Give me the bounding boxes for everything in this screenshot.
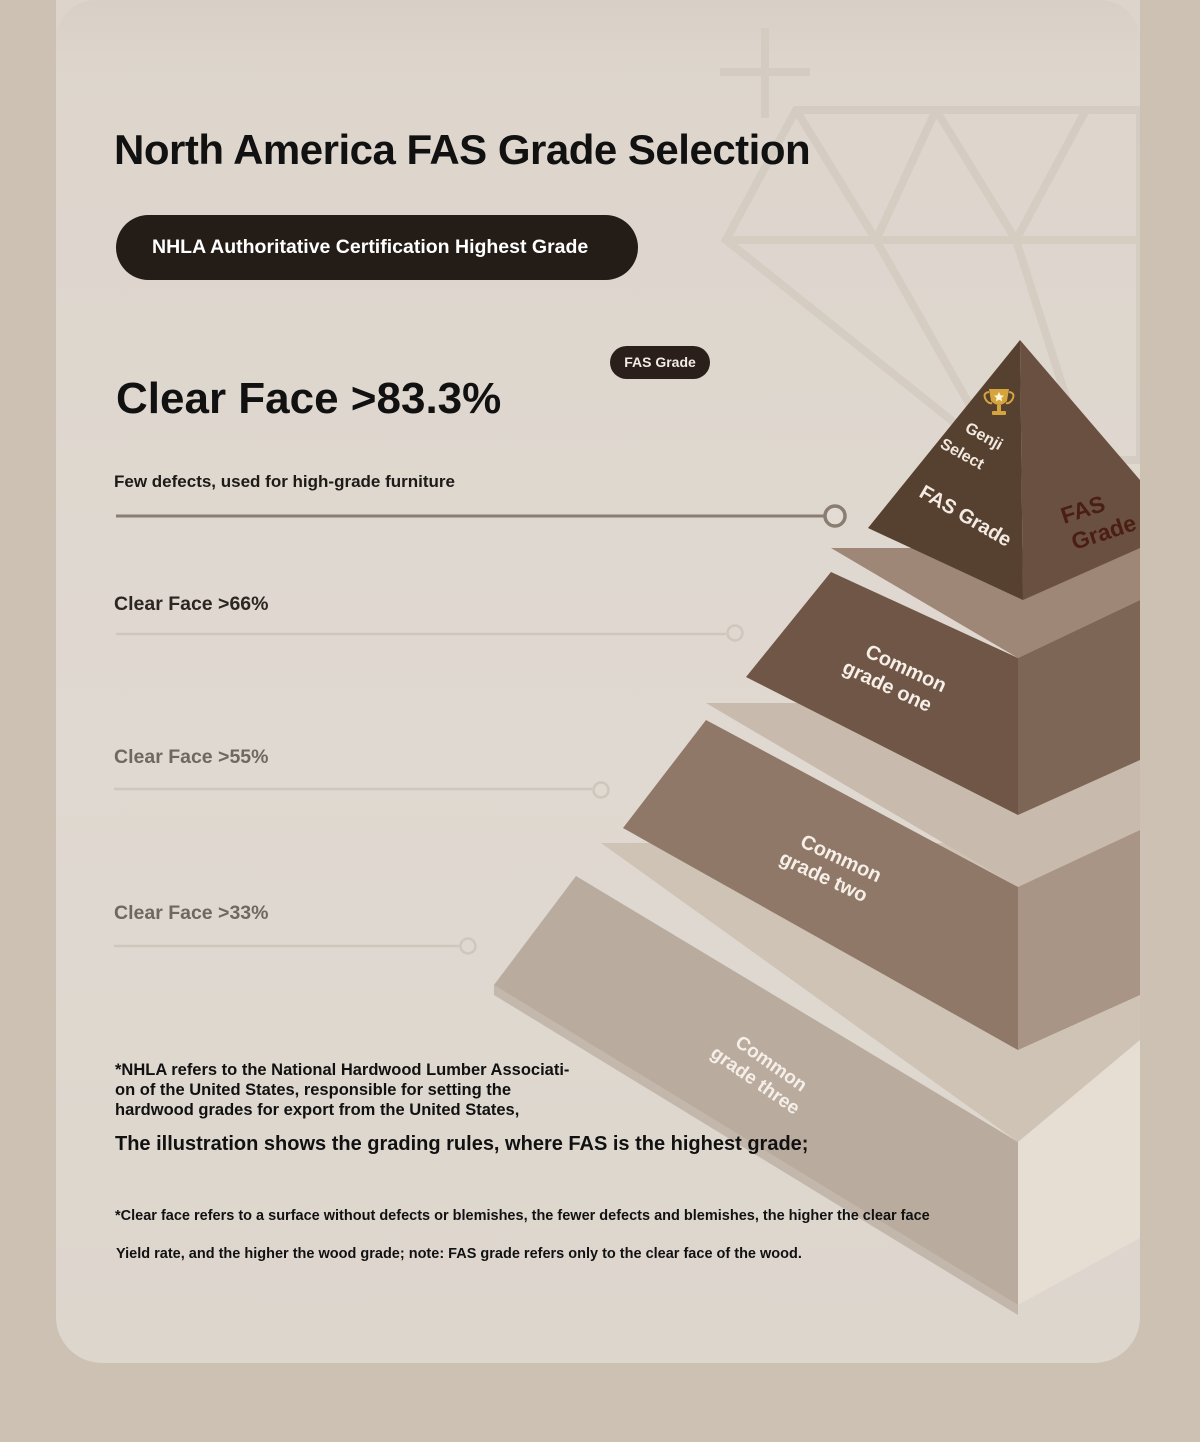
leader-lines: [114, 504, 847, 955]
nhla-footnote-line1: *NHLA refers to the National Hardwood Lu…: [115, 1061, 570, 1079]
illustration-note: The illustration shows the grading rules…: [115, 1133, 809, 1155]
infographic-card: North America FAS Grade Selection NHLA A…: [56, 0, 1140, 1363]
page-title: North America FAS Grade Selection: [114, 126, 811, 173]
trophy-icon: [983, 389, 1015, 415]
card-top-fade: [56, 0, 1140, 60]
nhla-footnote-line3: hardwood grades for export from the Unit…: [115, 1101, 520, 1119]
grade-two-clear-face: Clear Face >55%: [114, 746, 269, 768]
certification-pill: NHLA Authoritative Certification Highest…: [116, 215, 638, 280]
grade-pyramid: Genji Select FAS Grade FAS Grade Common …: [494, 340, 1140, 1315]
clear-face-footnote-line2: Yield rate, and the higher the wood grad…: [116, 1246, 802, 1262]
nhla-footnote-line2: on of the United States, responsible for…: [115, 1081, 512, 1099]
grade-two-leader-dot: [592, 781, 610, 799]
clear-face-footnote-line1: *Clear face refers to a surface without …: [115, 1208, 930, 1224]
grade-three-clear-face: Clear Face >33%: [114, 902, 269, 924]
pyramid-top-fas: [868, 340, 1140, 600]
nhla-footnote: *NHLA refers to the National Hardwood Lu…: [115, 1060, 595, 1120]
fas-grade-badge: FAS Grade: [610, 346, 710, 379]
fas-leader-dot: [823, 504, 847, 528]
fas-description: Few defects, used for high-grade furnitu…: [114, 472, 455, 491]
grade-one-clear-face: Clear Face >66%: [114, 593, 269, 615]
fas-clear-face-value: Clear Face >83.3%: [116, 374, 502, 423]
grade-one-leader-dot: [726, 624, 744, 642]
grade-three-leader-dot: [459, 937, 477, 955]
